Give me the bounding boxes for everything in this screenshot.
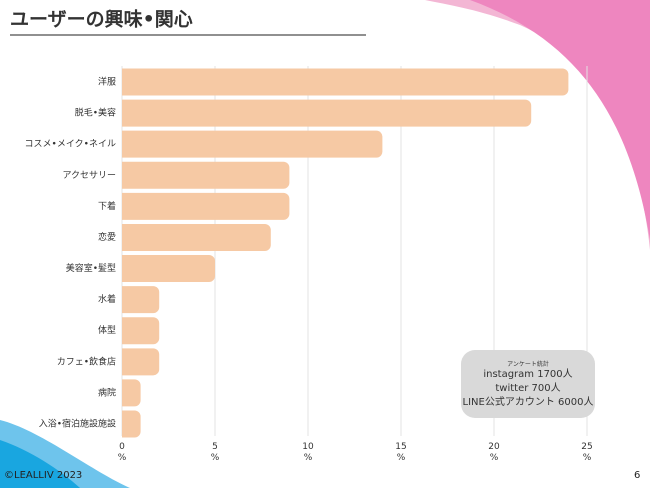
bar — [122, 161, 290, 189]
bar — [122, 99, 532, 127]
bar — [122, 348, 160, 376]
note-line: instagram 1700人 — [483, 369, 573, 380]
bar — [122, 192, 290, 220]
x-tick-label: 15 % — [395, 442, 407, 463]
x-tick-label: 20 % — [488, 442, 500, 463]
y-tick-label: カフェ•飲食店 — [57, 355, 116, 367]
bar — [122, 379, 141, 407]
x-tick-label: 0 % — [117, 442, 127, 463]
y-tick-label: 脱毛•美容 — [75, 107, 116, 119]
y-tick-label: 水着 — [98, 293, 116, 305]
y-tick-label: 美容室•髪型 — [66, 262, 116, 274]
y-tick-label: 体型 — [98, 324, 116, 336]
note-line: LINE公式アカウント 6000人 — [462, 397, 594, 408]
x-tick-label: 5 % — [210, 442, 220, 463]
copyright: ©LEALLIV 2023 — [4, 470, 83, 481]
note-box: アンケート統計 instagram 1700人 twitter 700人 LIN… — [461, 350, 595, 418]
bar — [122, 286, 160, 314]
decor-pink — [470, 0, 650, 240]
y-tick-label: コスメ•メイク•ネイル — [25, 139, 116, 150]
x-tick-label: 10 % — [302, 442, 314, 463]
y-tick-label: 病院 — [98, 386, 116, 398]
bar — [122, 317, 160, 345]
chart-title: ユーザーの興味•関心 — [10, 9, 193, 31]
y-tick-label: 下着 — [98, 200, 116, 212]
y-tick-label: 洋服 — [98, 76, 116, 88]
bar — [122, 255, 215, 283]
page-number: 6 — [634, 470, 641, 481]
note-line: twitter 700人 — [495, 383, 561, 394]
bar — [122, 223, 271, 251]
y-tick-label: アクセサリー — [62, 170, 116, 181]
x-tick-label: 25 % — [581, 442, 593, 463]
bar — [122, 410, 141, 438]
y-tick-label: 入浴•宿泊施設施設 — [39, 418, 116, 430]
y-tick-label: 恋愛 — [98, 231, 116, 243]
bar — [122, 68, 569, 96]
note-title: アンケート統計 — [507, 361, 549, 368]
bar — [122, 130, 383, 158]
decor-blue — [0, 440, 80, 488]
